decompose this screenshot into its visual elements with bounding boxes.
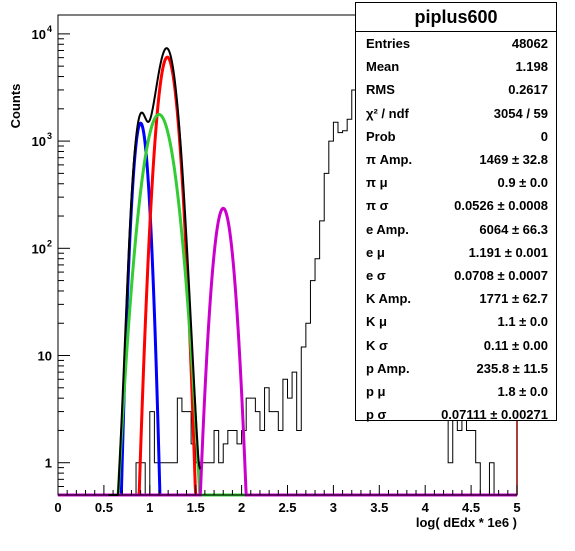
stats-value: 1771 ± 62.7 (479, 291, 548, 307)
stats-label: K μ (366, 314, 387, 330)
stats-value: 1.8 ± 0.0 (497, 383, 548, 399)
stats-value: 0.2617 (508, 82, 548, 98)
stats-value: 0.11 ± 0.00 (483, 337, 548, 353)
y-tick-label: 10 (32, 241, 46, 256)
y-tick-label: 1 (45, 456, 52, 471)
stats-label: e σ (366, 267, 386, 283)
stats-value: 0.0708 ± 0.0007 (454, 267, 548, 283)
x-tick-label: 5 (513, 500, 520, 515)
stats-row: Prob 0 (356, 125, 556, 148)
stats-row: χ² / ndf 3054 / 59 (356, 102, 556, 125)
stats-value: 0.0526 ± 0.0008 (454, 198, 548, 214)
stats-row: π Amp. 1469 ± 32.8 (356, 148, 556, 171)
x-tick-label: 2.5 (278, 500, 296, 515)
stats-value: 1469 ± 32.8 (479, 152, 548, 168)
x-axis-label: log( dEdx * 1e6 ) (416, 515, 517, 530)
stats-row: p μ 1.8 ± 0.0 (356, 380, 556, 403)
stats-row: K Amp. 1771 ± 62.7 (356, 287, 556, 310)
stats-label: Mean (366, 59, 400, 75)
stats-row: K σ 0.11 ± 0.00 (356, 333, 556, 356)
fit-curve-total (108, 47, 202, 496)
stats-row: p Amp. 235.8 ± 11.5 (356, 357, 556, 380)
x-tick-label: 3.5 (370, 500, 388, 515)
stats-value: 1.198 (515, 59, 548, 75)
stats-row: e σ 0.0708 ± 0.0007 (356, 264, 556, 287)
x-tick-label: 1.5 (187, 500, 205, 515)
stats-label: Entries (366, 36, 411, 52)
y-tick-label: 10 (38, 349, 52, 364)
stats-value: 1.1 ± 0.0 (497, 314, 548, 330)
stats-label: p Amp. (366, 360, 410, 376)
stats-label: K Amp. (366, 291, 412, 307)
x-tick-label: 2 (238, 500, 245, 515)
x-tick-label: 4 (422, 500, 430, 515)
stats-box: piplus600 Entries 48062 Mean 1.198 RMS 0.2617… (355, 2, 557, 422)
stats-label: Prob (366, 128, 396, 144)
y-tick-label: 10 (32, 27, 46, 42)
stats-row: Entries 48062 (356, 32, 556, 55)
stats-label: K σ (366, 337, 388, 353)
x-tick-label: 0.5 (95, 500, 113, 515)
stats-row: π σ 0.0526 ± 0.0008 (356, 194, 556, 217)
stats-value: 0.9 ± 0.0 (497, 175, 548, 191)
stats-row: π μ 0.9 ± 0.0 (356, 171, 556, 194)
y-tick-label: 10 (32, 134, 46, 149)
stats-row: Mean 1.198 (356, 55, 556, 78)
x-tick-label: 0 (54, 500, 61, 515)
stats-label: RMS (366, 82, 395, 98)
stats-value: 1.191 ± 0.001 (468, 244, 548, 260)
x-tick-label: 1 (146, 500, 153, 515)
stats-label: π Amp. (366, 152, 413, 168)
stats-label: e Amp. (366, 221, 409, 237)
stats-title: piplus600 (356, 3, 556, 32)
stats-value: 0.07111 ± 0.00271 (441, 407, 548, 423)
stats-row: e μ 1.191 ± 0.001 (356, 241, 556, 264)
y-axis-label: Counts (8, 84, 23, 129)
x-tick-label: 4.5 (462, 500, 480, 515)
stats-row: e Amp. 6064 ± 66.3 (356, 218, 556, 241)
stats-value: 3054 / 59 (493, 105, 548, 121)
stats-label: χ² / ndf (366, 105, 409, 121)
stats-label: π σ (366, 198, 389, 214)
stats-label: π μ (366, 175, 388, 191)
stats-label: e μ (366, 244, 385, 260)
stats-value: 0 (540, 128, 548, 144)
stats-value: 48062 (511, 36, 548, 52)
stats-value: 235.8 ± 11.5 (476, 360, 548, 376)
stats-row: p σ 0.07111 ± 0.00271 (356, 403, 556, 426)
y-tick-exponent: 4 (47, 24, 52, 34)
x-tick-label: 3 (330, 500, 337, 515)
y-tick-exponent: 3 (47, 131, 52, 141)
stats-label: p σ (366, 407, 387, 423)
y-tick-exponent: 2 (47, 238, 52, 248)
stats-value: 6064 ± 66.3 (479, 221, 548, 237)
stats-row: K μ 1.1 ± 0.0 (356, 310, 556, 333)
stats-row: RMS 0.2617 (356, 78, 556, 101)
stats-label: p μ (366, 383, 386, 399)
stats-rows: Entries 48062 Mean 1.198 RMS 0.2617 χ² / ndf 30… (356, 32, 556, 426)
